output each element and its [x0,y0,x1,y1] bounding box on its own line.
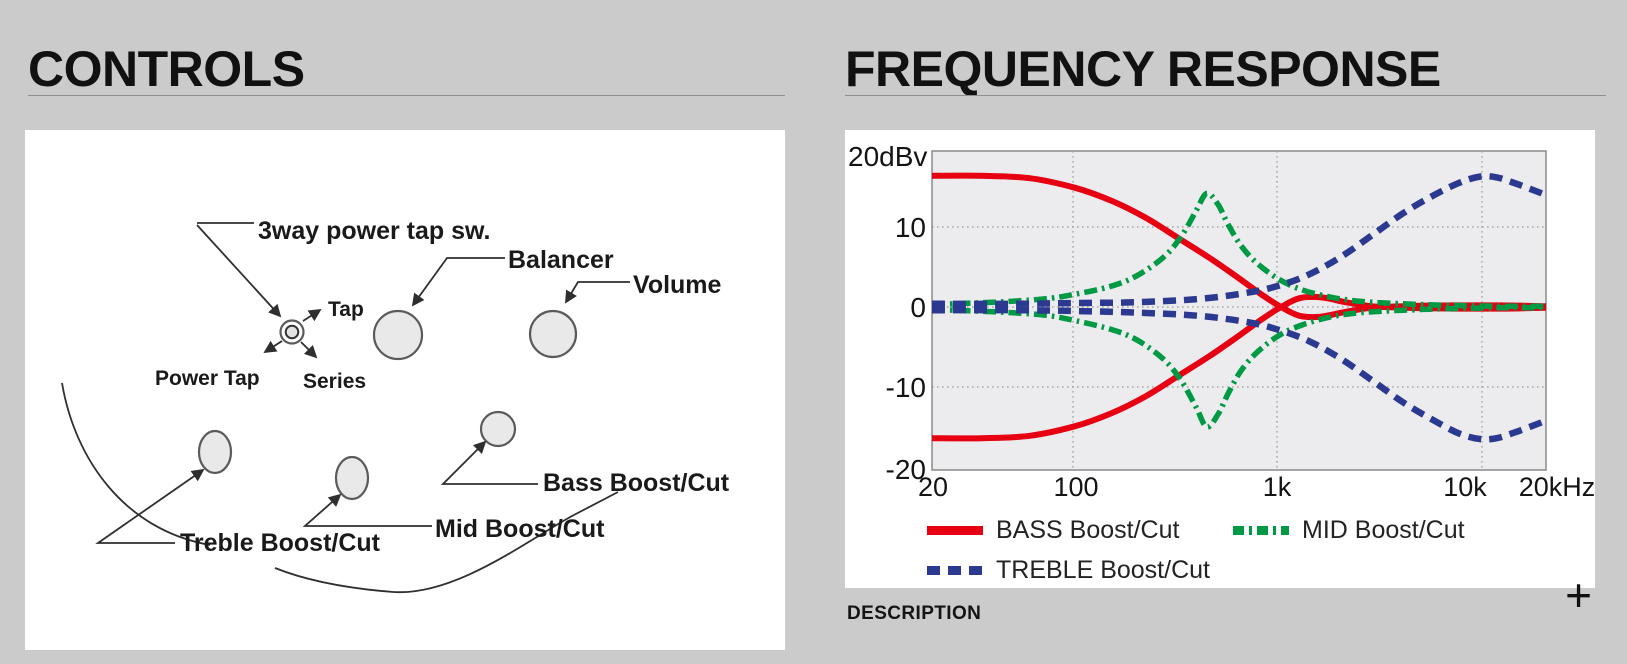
bass-arrow [440,440,538,485]
gridlines [932,151,1546,470]
controls-divider [28,95,785,96]
balancer-arrow [411,257,505,307]
legend-label-treble: TREBLE Boost/Cut [996,556,1210,584]
treble-leader-curve [61,382,211,546]
controls-section-title: CONTROLS [28,40,305,97]
x-tick-20khz: 20kHz [1519,472,1595,502]
balancer-label: Balancer [508,246,614,274]
chart-legend-row-1: BASS Boost/Cut MID Boost/Cut [927,516,1465,545]
x-tick-20: 20 [918,472,948,502]
legend-item-treble: TREBLE Boost/Cut [927,556,1210,585]
treble-label: Treble Boost/Cut [180,529,381,557]
x-tick-100: 100 [1053,472,1098,502]
legend-label-mid: MID Boost/Cut [1302,516,1465,544]
power-tap-label: Power Tap [155,367,260,390]
treble-knob [197,429,233,475]
bass-label: Bass Boost/Cut [543,469,730,497]
legend-item-bass: BASS Boost/Cut [927,516,1233,545]
frequency-response-section-title: FREQUENCY RESPONSE [845,40,1441,97]
series-label: Series [303,370,366,393]
balancer-knob [372,309,424,361]
y-tick-minus20: -20 [886,454,926,485]
chart-legend-row-2: TREBLE Boost/Cut [927,556,1210,585]
bass-leader-curve [274,491,619,593]
bass-knob [479,410,517,448]
curve-treble-boost [932,172,1546,308]
curve-treble-cut [932,306,1546,443]
mid-label: Mid Boost/Cut [435,515,605,543]
mid-knob [334,455,370,501]
frequency-response-panel: 20dBv 10 0 -10 -20 20 100 1k 10k 20kHz B… [845,130,1595,588]
tap-arrow [302,308,322,322]
legend-item-mid: MID Boost/Cut [1233,516,1465,545]
x-tick-1k: 1k [1263,472,1292,502]
expand-plus-icon[interactable]: + [1565,569,1592,621]
controls-diagram-panel: 3way power tap sw. Tap Power Tap Series … [25,130,785,650]
series-arrow [300,341,318,359]
frequency-response-chart: 20dBv 10 0 -10 -20 20 100 1k 10k 20kHz [848,141,1595,502]
volume-knob [528,309,578,359]
power-tap-arrow [263,340,283,354]
power-tap-switch-cap [284,324,300,340]
bass-line-swatch [927,526,983,535]
controls-diagram: 3way power tap sw. Tap Power Tap Series … [61,217,730,593]
curve-mid-boost [932,190,1546,309]
volume-label: Volume [633,271,722,299]
mid-arrow [302,493,432,527]
legend-label-bass: BASS Boost/Cut [996,516,1180,544]
mid-line-swatch [1233,526,1289,535]
x-tick-10k: 10k [1443,472,1487,502]
response-curves [932,172,1546,443]
frequency-response-divider [845,95,1606,96]
volume-arrow [565,281,630,304]
power-tap-switch-arrow [196,224,282,318]
y-tick-10: 10 [895,212,926,243]
curve-mid-cut [932,305,1546,430]
y-tick-0: 0 [910,292,926,323]
treble-arrow [95,468,205,544]
y-tick-20dbv: 20dBv [848,141,927,172]
description-label: DESCRIPTION [847,603,982,624]
treble-line-swatch [927,566,983,575]
tap-label: Tap [328,298,364,321]
y-tick-minus10: -10 [886,372,926,403]
power-tap-switch-label: 3way power tap sw. [258,217,490,245]
description-accordion[interactable]: DESCRIPTION + [847,572,1606,640]
